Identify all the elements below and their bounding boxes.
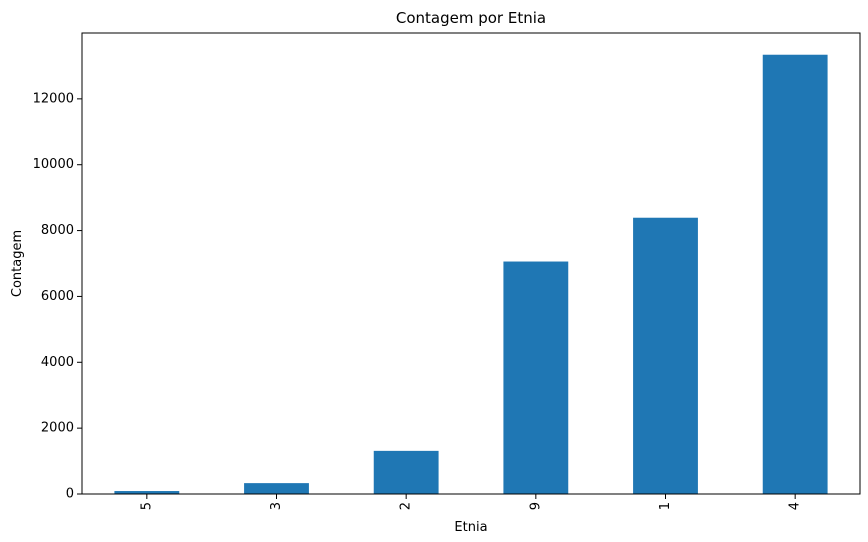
y-tick-label-12000: 12000 — [33, 91, 74, 106]
x-tick-label-4: 4 — [788, 502, 803, 510]
y-tick-label-10000: 10000 — [33, 157, 74, 172]
bar-2 — [373, 450, 439, 494]
bar-9 — [503, 261, 569, 494]
y-tick-label-8000: 8000 — [41, 223, 74, 238]
bar-1 — [633, 217, 698, 494]
x-tick-label-1: 1 — [658, 502, 673, 510]
y-tick-label-6000: 6000 — [41, 289, 74, 304]
y-axis-title: Contagem — [10, 230, 25, 297]
y-tick-label-4000: 4000 — [41, 355, 74, 370]
x-tick-label-9: 9 — [528, 502, 543, 510]
x-tick-label-3: 3 — [269, 502, 284, 510]
bars-group — [114, 54, 828, 495]
bar-4 — [762, 54, 828, 495]
y-tick-label-2000: 2000 — [41, 421, 74, 436]
chart-title: Contagem por Etnia — [396, 9, 546, 27]
x-tick-label-5: 5 — [139, 502, 154, 510]
x-axis-title: Etnia — [454, 520, 487, 535]
y-ticks-group: 0 2000 4000 6000 8000 10000 12000 — [33, 91, 82, 502]
bar-5 — [114, 491, 180, 494]
x-ticks-group: 5 3 2 9 1 4 — [139, 494, 803, 510]
y-tick-label-0: 0 — [66, 487, 74, 502]
x-tick-label-2: 2 — [399, 502, 414, 510]
plot-frame — [81, 32, 861, 495]
bar-3 — [244, 483, 309, 494]
